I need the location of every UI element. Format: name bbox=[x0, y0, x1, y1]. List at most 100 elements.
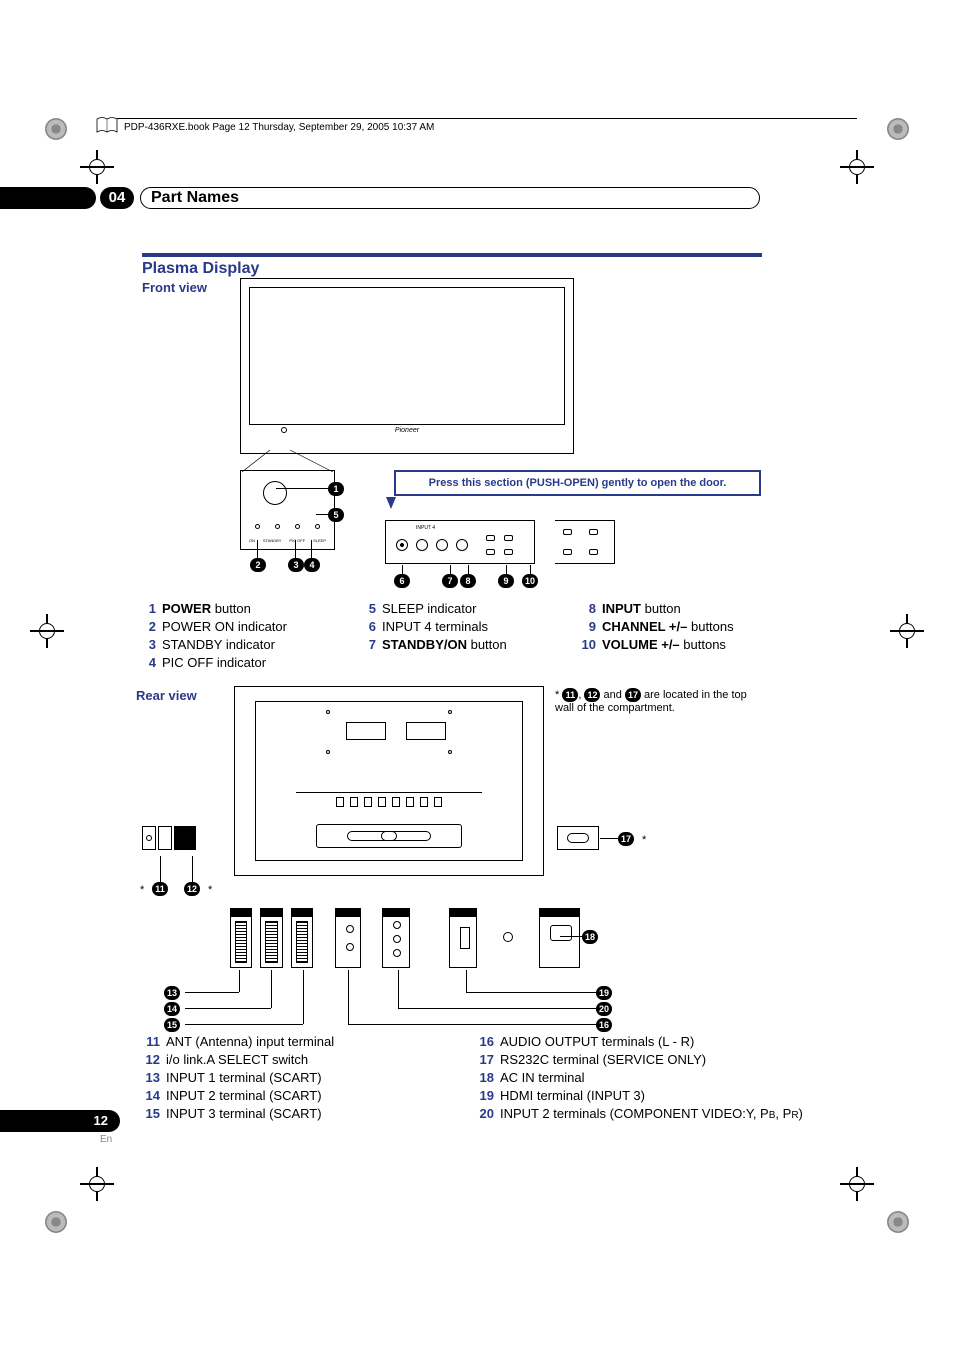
leader-line bbox=[398, 1008, 596, 1009]
leader-line bbox=[398, 970, 399, 1008]
leader-line bbox=[185, 1024, 303, 1025]
leader-line bbox=[600, 838, 618, 839]
leader-line bbox=[276, 488, 328, 489]
rear-legend: 11ANT (Antenna) input terminal 12i/o lin… bbox=[136, 1034, 836, 1124]
callout-marker: 13 bbox=[164, 986, 180, 1000]
tv-logo: Pioneer bbox=[395, 427, 419, 434]
book-icon bbox=[96, 116, 118, 134]
ac-in bbox=[539, 908, 580, 968]
tv-screen bbox=[249, 287, 565, 425]
input4-label: INPUT 4 bbox=[416, 525, 435, 531]
scart-input2 bbox=[260, 908, 282, 968]
standby-button-icon bbox=[486, 549, 495, 555]
leader-line bbox=[506, 565, 507, 575]
scart-input1 bbox=[230, 908, 252, 968]
callout-marker: 15 bbox=[164, 1018, 180, 1032]
tv-sensor-dot bbox=[281, 427, 287, 433]
callout-marker: 16 bbox=[596, 1018, 612, 1032]
rs232-connector-icon bbox=[567, 833, 589, 843]
audio-jack-icon bbox=[416, 539, 428, 551]
input-button-icon bbox=[504, 535, 513, 541]
callout-marker: 3 bbox=[288, 558, 304, 572]
section-number: 04 bbox=[100, 187, 134, 209]
leader-line bbox=[402, 565, 403, 575]
reg-mark-icon bbox=[45, 118, 67, 140]
video-jack-icon bbox=[396, 539, 408, 551]
plasma-display-title: Plasma Display bbox=[142, 260, 259, 278]
standby-button-icon bbox=[486, 535, 495, 541]
reg-mark-icon bbox=[887, 118, 909, 140]
scart-input3 bbox=[291, 908, 313, 968]
leader-line bbox=[185, 992, 239, 993]
page-language: En bbox=[100, 1134, 112, 1145]
audio-output bbox=[335, 908, 361, 968]
asterisk: * bbox=[140, 884, 144, 896]
leader-line bbox=[192, 856, 193, 882]
leader-line bbox=[466, 970, 467, 992]
callout-marker: 19 bbox=[596, 986, 612, 1000]
leader-line bbox=[311, 540, 312, 558]
crosshair-icon bbox=[890, 614, 924, 648]
crosshair-icon bbox=[80, 1167, 114, 1201]
rear-left-ports bbox=[142, 826, 212, 854]
callout-marker: 1 bbox=[328, 482, 344, 496]
channel-up-icon bbox=[563, 529, 572, 535]
header-text: PDP-436RXE.book Page 12 Thursday, Septem… bbox=[124, 122, 434, 133]
callout-marker: 18 bbox=[582, 930, 598, 944]
callout-marker: 11 bbox=[152, 882, 168, 896]
push-open-note: Press this section (PUSH-OPEN) gently to… bbox=[394, 470, 761, 496]
audio-jack-icon bbox=[456, 539, 468, 551]
front-view-label: Front view bbox=[142, 280, 207, 295]
leader-line bbox=[450, 565, 451, 575]
leader-line bbox=[295, 540, 296, 558]
page-number: 12 bbox=[0, 1110, 120, 1132]
callout-marker: 12 bbox=[184, 882, 200, 896]
callout-marker: 9 bbox=[498, 574, 514, 588]
tv-rear-diagram bbox=[234, 686, 544, 876]
callout-marker: 4 bbox=[304, 558, 320, 572]
power-sensor-icon bbox=[263, 481, 287, 505]
leader-line bbox=[468, 565, 469, 575]
audio-jack-icon bbox=[436, 539, 448, 551]
channel-down-icon bbox=[563, 549, 572, 555]
section-title: Part Names bbox=[140, 187, 760, 209]
rear-tray bbox=[316, 824, 462, 848]
rear-view-label: Rear view bbox=[136, 688, 197, 703]
crosshair-icon bbox=[80, 150, 114, 184]
leader-line bbox=[185, 1008, 271, 1009]
terminal-strip bbox=[230, 908, 580, 978]
callout-marker: 8 bbox=[460, 574, 476, 588]
callout-marker: 10 bbox=[522, 574, 538, 588]
leader-line bbox=[271, 970, 272, 1008]
tv-rear-inner bbox=[255, 701, 523, 861]
front-legend: 1POWER button 2POWER ON indicator 3STAND… bbox=[136, 601, 776, 673]
input4-panel: INPUT 4 bbox=[385, 520, 535, 564]
iolink-switch-icon bbox=[158, 826, 172, 850]
crosshair-icon bbox=[30, 614, 64, 648]
volume-up-icon bbox=[589, 529, 598, 535]
header-rule bbox=[117, 118, 857, 119]
asterisk: * bbox=[642, 834, 646, 846]
ant-port-icon bbox=[142, 826, 156, 850]
input-button-icon bbox=[504, 549, 513, 555]
volume-down-icon bbox=[589, 549, 598, 555]
crosshair-icon bbox=[840, 150, 874, 184]
page: PDP-436RXE.book Page 12 Thursday, Septem… bbox=[0, 0, 954, 1351]
spacer bbox=[485, 908, 531, 968]
callout-marker: 7 bbox=[442, 574, 458, 588]
callout-marker: 5 bbox=[328, 508, 344, 522]
blue-rule bbox=[142, 253, 762, 257]
callout-marker: 14 bbox=[164, 1002, 180, 1016]
reg-mark-icon bbox=[887, 1211, 909, 1233]
leader-line bbox=[316, 514, 328, 515]
asterisk: * bbox=[208, 884, 212, 896]
hdmi-input3 bbox=[449, 908, 477, 968]
front-zoom-box: ON STANDBY PIC OFF SLEEP bbox=[240, 470, 335, 550]
crosshair-icon bbox=[840, 1167, 874, 1201]
callout-marker: 17 bbox=[618, 832, 634, 846]
leader-line bbox=[348, 970, 349, 1024]
tv-front-diagram: Pioneer bbox=[240, 278, 574, 454]
leader-line bbox=[257, 540, 258, 558]
rear-note: * 11, 12 and 17 are located in the top w… bbox=[555, 688, 765, 714]
callout-marker: 20 bbox=[596, 1002, 612, 1016]
